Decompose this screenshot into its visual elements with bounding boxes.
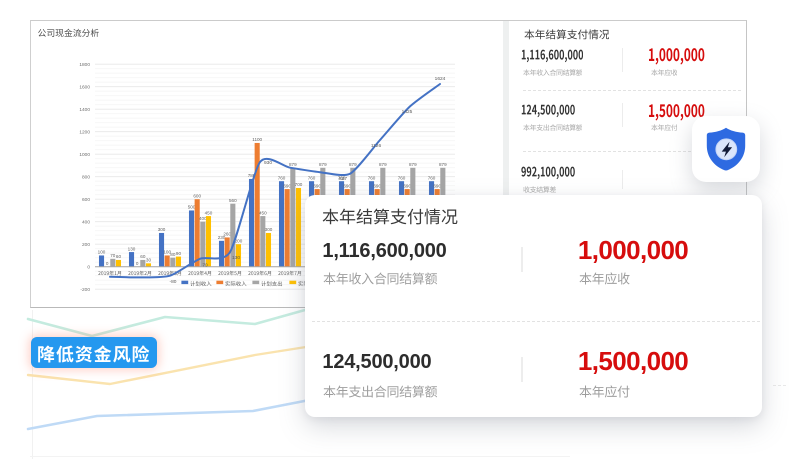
svg-text:690: 690 xyxy=(433,183,441,188)
svg-text:879: 879 xyxy=(439,162,447,167)
svg-text:879: 879 xyxy=(319,162,327,167)
svg-text:1425: 1425 xyxy=(402,108,413,114)
svg-text:450: 450 xyxy=(205,210,213,215)
svg-text:200: 200 xyxy=(235,238,243,243)
svg-text:90: 90 xyxy=(176,250,182,255)
svg-text:1200: 1200 xyxy=(79,129,90,135)
svg-text:879: 879 xyxy=(379,162,387,167)
svg-text:0: 0 xyxy=(87,264,90,270)
svg-text:760: 760 xyxy=(428,175,436,180)
svg-text:690: 690 xyxy=(283,183,291,188)
svg-text:827: 827 xyxy=(339,176,347,182)
svg-text:60: 60 xyxy=(140,254,146,259)
svg-text:100: 100 xyxy=(98,249,106,254)
svg-text:700: 700 xyxy=(295,182,303,187)
svg-text:300: 300 xyxy=(158,227,166,232)
svg-text:1000: 1000 xyxy=(79,151,90,157)
svg-text:600: 600 xyxy=(193,193,201,198)
svg-text:760: 760 xyxy=(278,175,286,180)
svg-text:-80: -80 xyxy=(170,279,177,285)
svg-text:560: 560 xyxy=(229,197,237,202)
svg-text:300: 300 xyxy=(265,227,273,232)
svg-text:130: 130 xyxy=(232,255,240,261)
svg-text:1800: 1800 xyxy=(79,61,90,67)
svg-text:80: 80 xyxy=(170,251,176,256)
svg-text:879: 879 xyxy=(349,162,357,167)
svg-text:450: 450 xyxy=(259,210,267,215)
svg-text:690: 690 xyxy=(313,183,321,188)
svg-text:200: 200 xyxy=(82,241,90,247)
svg-text:780: 780 xyxy=(248,173,256,178)
svg-text:-200: -200 xyxy=(80,286,90,292)
svg-text:30: 30 xyxy=(146,257,152,262)
svg-text:400: 400 xyxy=(82,219,90,225)
svg-text:1126: 1126 xyxy=(371,143,382,149)
svg-text:690: 690 xyxy=(373,183,381,188)
svg-text:690: 690 xyxy=(403,183,411,188)
svg-text:60: 60 xyxy=(116,254,122,259)
svg-text:70: 70 xyxy=(110,253,116,258)
svg-text:760: 760 xyxy=(338,175,346,180)
svg-text:400: 400 xyxy=(199,215,207,220)
svg-text:0: 0 xyxy=(136,260,139,265)
svg-text:690: 690 xyxy=(343,183,351,188)
svg-text:70: 70 xyxy=(202,262,208,268)
svg-text:760: 760 xyxy=(398,175,406,180)
svg-text:1600: 1600 xyxy=(79,84,90,90)
svg-text:879: 879 xyxy=(409,162,417,167)
svg-text:130: 130 xyxy=(128,246,136,251)
svg-text:100: 100 xyxy=(163,249,171,254)
svg-text:879: 879 xyxy=(289,162,297,167)
svg-text:500: 500 xyxy=(188,204,196,209)
svg-text:1624: 1624 xyxy=(435,76,446,82)
svg-text:230: 230 xyxy=(218,235,226,240)
svg-text:260: 260 xyxy=(223,231,231,236)
svg-text:760: 760 xyxy=(368,175,376,180)
svg-text:600: 600 xyxy=(82,196,90,202)
svg-text:800: 800 xyxy=(82,174,90,180)
svg-text:1100: 1100 xyxy=(252,137,262,142)
svg-text:1400: 1400 xyxy=(79,106,90,112)
svg-text:930: 930 xyxy=(264,160,272,166)
svg-text:0: 0 xyxy=(106,260,109,265)
svg-text:760: 760 xyxy=(308,175,316,180)
